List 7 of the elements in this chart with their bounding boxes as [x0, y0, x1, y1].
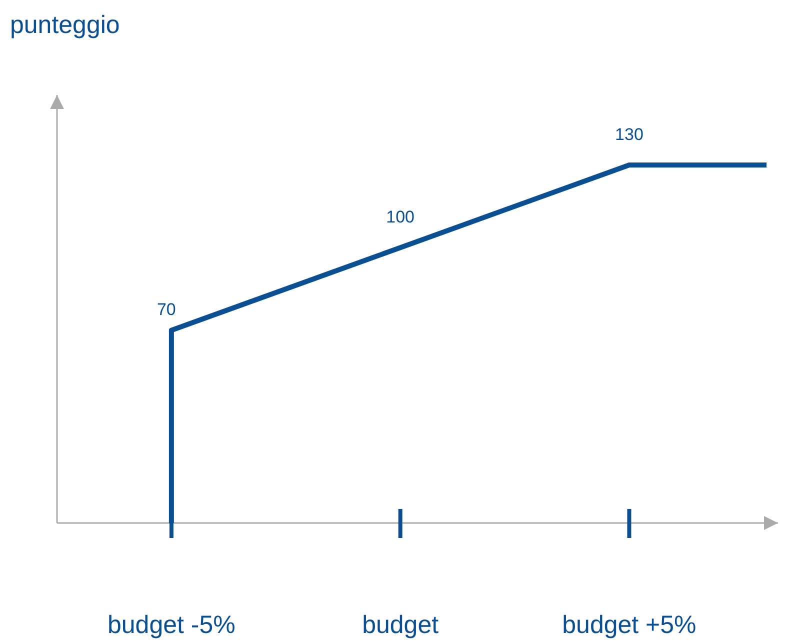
x-tick-label: budget -5% [108, 611, 236, 639]
data-label: 70 [156, 300, 176, 320]
text: punteggio [10, 11, 120, 39]
x-tick-label: budget +5% [562, 611, 696, 639]
data-label: 130 [615, 125, 644, 144]
x-tick-label: budget [362, 611, 439, 639]
data-label: 100 [386, 208, 415, 227]
